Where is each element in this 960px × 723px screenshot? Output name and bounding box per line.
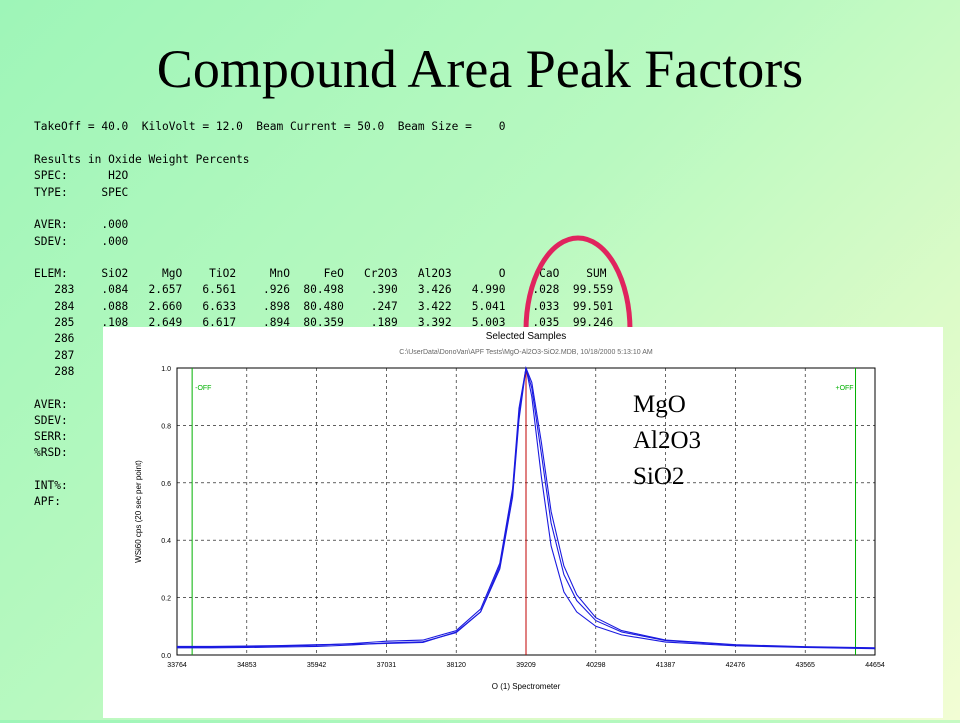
x-tick-label: 40298 (586, 662, 606, 669)
x-tick-label: 35942 (307, 662, 327, 669)
x-tick-label: 37031 (377, 662, 397, 669)
chart-subtitle: C:\UserData\DonoVan\APF Tests\MgO-Al2O3-… (399, 349, 653, 356)
printout-line: ELEM: SiO2 MgO TiO2 MnO FeO Cr2O3 Al2O3 … (34, 267, 607, 281)
x-tick-label: 33764 (167, 662, 187, 669)
printout-line: %RSD: (34, 446, 68, 460)
y-tick-label: 0.0 (161, 653, 171, 660)
plot-window: Selected Samples C:\UserData\DonoVan\APF … (103, 327, 943, 718)
printout-line: SDEV: .000 (34, 234, 129, 248)
printout-line: 285 .108 2.649 6.617 .894 80.359 .189 3.… (34, 316, 614, 329)
acquisition-conditions: TakeOff = 40.0 KiloVolt = 12.0 Beam Curr… (34, 120, 506, 133)
printout-line: INT%: (34, 479, 68, 492)
y-tick-label: 0.8 (161, 423, 171, 430)
slide-title: Compound Area Peak Factors (156, 39, 804, 99)
printout-line: SERR: (34, 430, 68, 444)
x-tick-label: 38120 (446, 662, 466, 669)
x-tick-label: 42476 (726, 662, 746, 669)
printout-line: Results in Oxide Weight Percents (34, 153, 250, 166)
series-line-3 (177, 365, 876, 649)
printout-line: AVER: (34, 397, 68, 411)
printout-line: AVER: .000 (34, 218, 129, 232)
y-tick-label: 0.6 (161, 481, 171, 488)
y-tick-label: 1.0 (161, 366, 171, 373)
x-axis-label: O (1) Spectrometer (492, 682, 561, 691)
x-tick-label: 39209 (516, 662, 536, 669)
chart: Selected Samples C:\UserData\DonoVan\APF … (134, 331, 885, 691)
printout-line: 284 .088 2.660 6.633 .898 80.480 .247 3.… (34, 299, 614, 313)
x-tick-label: 44654 (865, 662, 885, 669)
printout-line: TYPE: SPEC (34, 185, 129, 199)
printout-line: SPEC: H2O (34, 169, 129, 183)
legend-label-sio2: SiO2 (633, 463, 685, 490)
y-tick-label: 0.2 (161, 596, 171, 603)
chart-title: Selected Samples (486, 331, 567, 342)
printout-line: 286 (34, 332, 75, 346)
printout-line: 288 (34, 364, 75, 378)
printout-line: 287 (34, 348, 75, 362)
printout-line: 283 .084 2.657 6.561 .926 80.498 .390 3.… (34, 283, 614, 297)
legend: MgO Al2O3 SiO2 (633, 387, 701, 495)
background-marker-label: -OFF (195, 385, 211, 392)
x-tick-label: 43565 (795, 662, 815, 669)
legend-label-al2o3: Al2O3 (633, 427, 702, 454)
x-tick-label: 41387 (656, 662, 676, 669)
printout-line: SDEV: (34, 413, 68, 427)
x-tick-label: 34853 (237, 662, 257, 669)
legend-label-mgo: MgO (633, 391, 686, 418)
printout-line: APF: (34, 495, 61, 509)
y-tick-label: 0.4 (161, 538, 171, 545)
background-marker-label: +OFF (836, 385, 854, 392)
y-axis-label: WSi60 cps (20 sec per point) (134, 460, 143, 563)
